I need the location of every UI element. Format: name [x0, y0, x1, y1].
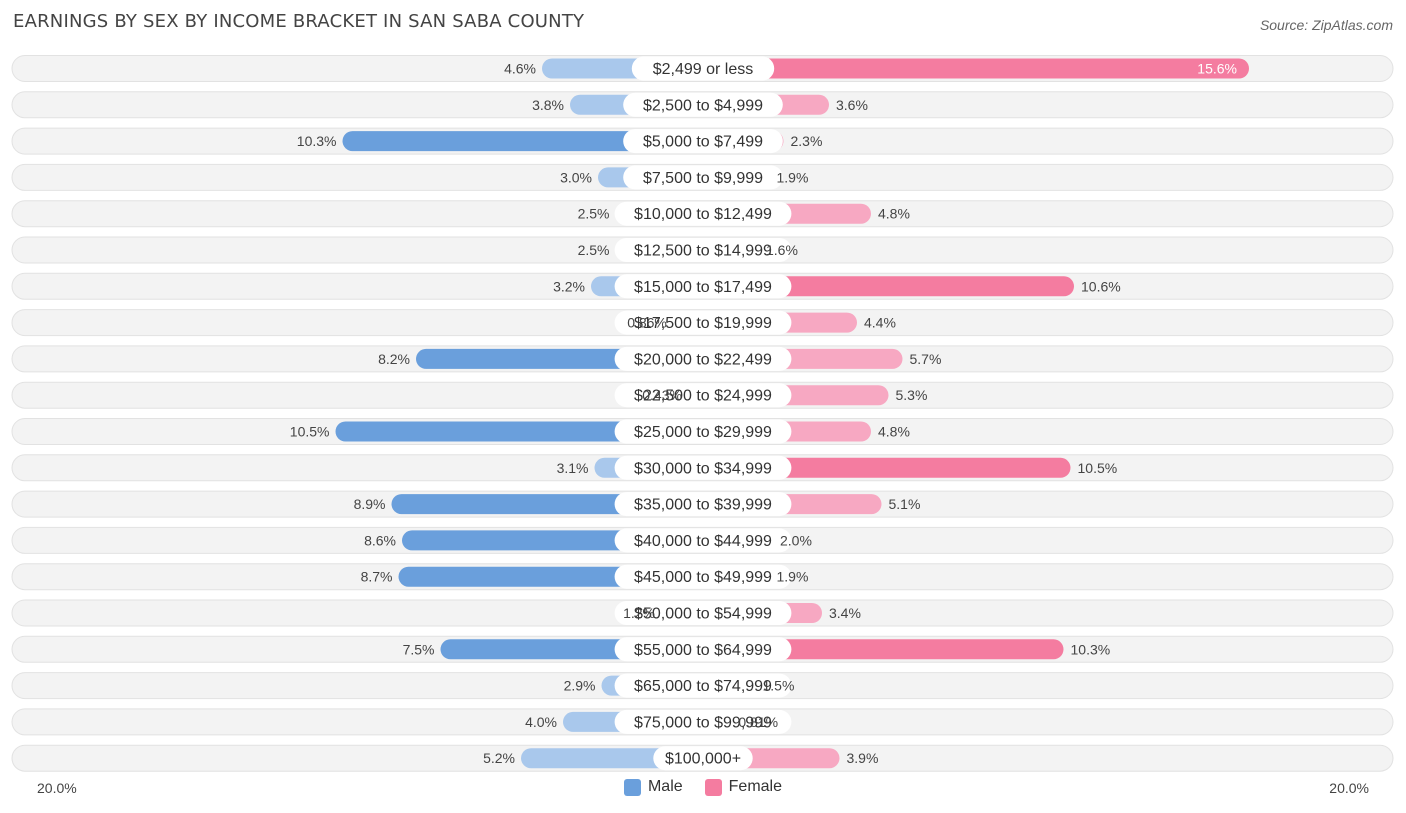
- category-label-bg: [614, 492, 792, 517]
- category-label-bg: [614, 201, 792, 226]
- value-label-female: 3.4%: [829, 605, 861, 621]
- legend-swatch-male: [623, 778, 641, 796]
- category-label-bg: [614, 238, 792, 262]
- category-label-bg: [623, 165, 783, 190]
- value-label-female: 2.0%: [780, 532, 812, 548]
- value-label-male: 4.6%: [504, 61, 536, 77]
- value-label-female: 10.3%: [1071, 641, 1111, 657]
- value-label-male: 8.9%: [354, 496, 386, 512]
- category-label-bg: [614, 274, 792, 299]
- value-label-female: 4.8%: [878, 424, 910, 440]
- category-label-bg: [614, 528, 792, 553]
- category-label: $100,000+: [665, 751, 741, 768]
- category-label-bg: [623, 92, 783, 117]
- value-label-male: 8.7%: [361, 569, 393, 585]
- value-label-male: 0.43%: [642, 387, 682, 403]
- value-label-female: 5.1%: [889, 496, 921, 512]
- legend-swatch-female: [704, 778, 722, 796]
- legend-item-female[interactable]: Female: [704, 778, 783, 796]
- category-label: $50,000 to $54,999: [634, 606, 772, 623]
- category-label: $7,500 to $9,999: [643, 170, 763, 187]
- value-label-male: 10.5%: [290, 424, 330, 440]
- category-label-bg: [614, 346, 792, 371]
- value-label-female: 3.9%: [847, 750, 879, 766]
- value-label-male: 2.5%: [578, 242, 610, 258]
- category-label-bg: [614, 601, 792, 625]
- value-label-male: 0.86%: [627, 315, 667, 331]
- value-label-male: 10.3%: [297, 133, 337, 149]
- category-label-bg: [614, 419, 792, 444]
- category-label-bg: [614, 673, 792, 698]
- value-label-male: 8.6%: [364, 532, 396, 548]
- value-label-male: 3.0%: [560, 169, 592, 185]
- category-label: $35,000 to $39,999: [634, 497, 772, 514]
- category-label-bg: [614, 455, 792, 480]
- category-label: $25,000 to $29,999: [634, 424, 772, 441]
- value-label-female: 5.7%: [910, 351, 942, 367]
- category-label: $10,000 to $12,499: [634, 206, 772, 223]
- value-label-male: 1.2%: [623, 605, 655, 621]
- value-label-female: 1.6%: [766, 242, 798, 258]
- value-label-female: 5.3%: [896, 387, 928, 403]
- value-label-female: 0.81%: [738, 714, 778, 730]
- value-label-male: 7.5%: [403, 641, 435, 657]
- category-label-bg: [623, 129, 783, 154]
- category-label: $22,500 to $24,999: [634, 388, 772, 405]
- source-label: Source: ZipAtlas.com: [1259, 17, 1393, 33]
- category-label-bg: [614, 383, 792, 408]
- value-label-male: 4.0%: [525, 714, 557, 730]
- category-label: $5,000 to $7,499: [643, 134, 763, 151]
- value-label-female: 4.4%: [864, 315, 896, 331]
- category-label: $15,000 to $17,499: [634, 279, 772, 296]
- value-label-male: 8.2%: [378, 351, 410, 367]
- category-label: $55,000 to $64,999: [634, 642, 772, 659]
- bar-chart: $2,499 or less 4.6% 15.6% $2,500 to $4,999 3…: [11, 55, 1394, 772]
- value-label-female: 1.9%: [777, 169, 809, 185]
- category-label: $20,000 to $22,499: [634, 351, 772, 368]
- category-label: $2,499 or less: [653, 61, 754, 78]
- category-label-bg: [614, 637, 792, 662]
- bar-male: [342, 131, 713, 152]
- legend-item-male[interactable]: Male: [623, 778, 683, 796]
- legend-label-male: Male: [647, 778, 683, 795]
- value-label-female: 4.8%: [878, 206, 910, 222]
- value-label-female: 10.6%: [1081, 278, 1121, 294]
- value-label-male: 3.2%: [553, 278, 585, 294]
- category-label: $12,500 to $14,999: [634, 243, 772, 260]
- category-label: $40,000 to $44,999: [634, 533, 772, 550]
- category-label: $30,000 to $34,999: [634, 460, 772, 477]
- category-label: $2,500 to $4,999: [643, 97, 763, 114]
- category-label: $45,000 to $49,999: [634, 569, 772, 586]
- value-label-male: 5.2%: [483, 750, 515, 766]
- value-label-female: 15.6%: [1197, 61, 1237, 77]
- axis-right-label: 20.0%: [1329, 780, 1369, 796]
- value-label-male: 2.5%: [578, 206, 610, 222]
- legend-label-female: Female: [728, 778, 783, 795]
- value-label-male: 3.8%: [532, 97, 564, 113]
- category-label-bg: [631, 56, 775, 81]
- value-label-female: 3.6%: [836, 97, 868, 113]
- value-label-female: 1.5%: [763, 678, 795, 694]
- category-label-bg: [614, 564, 792, 589]
- category-label-bg: [653, 746, 753, 771]
- category-label-bg: [614, 709, 792, 734]
- value-label-male: 2.9%: [564, 678, 596, 694]
- category-label: $17,500 to $19,999: [634, 315, 772, 332]
- category-label-bg: [614, 310, 792, 335]
- value-label-female: 2.3%: [791, 133, 823, 149]
- axis-left-label: 20.0%: [37, 780, 77, 796]
- bar-female: [693, 58, 1249, 79]
- chart-title: EARNINGS BY SEX BY INCOME BRACKET IN SAN…: [13, 11, 585, 32]
- legend: Male Female: [0, 778, 1406, 796]
- value-label-female: 10.5%: [1078, 460, 1118, 476]
- category-label: $75,000 to $99,999: [634, 714, 772, 731]
- value-label-female: 1.9%: [777, 569, 809, 585]
- value-label-male: 3.1%: [557, 460, 589, 476]
- category-label: $65,000 to $74,999: [634, 678, 772, 695]
